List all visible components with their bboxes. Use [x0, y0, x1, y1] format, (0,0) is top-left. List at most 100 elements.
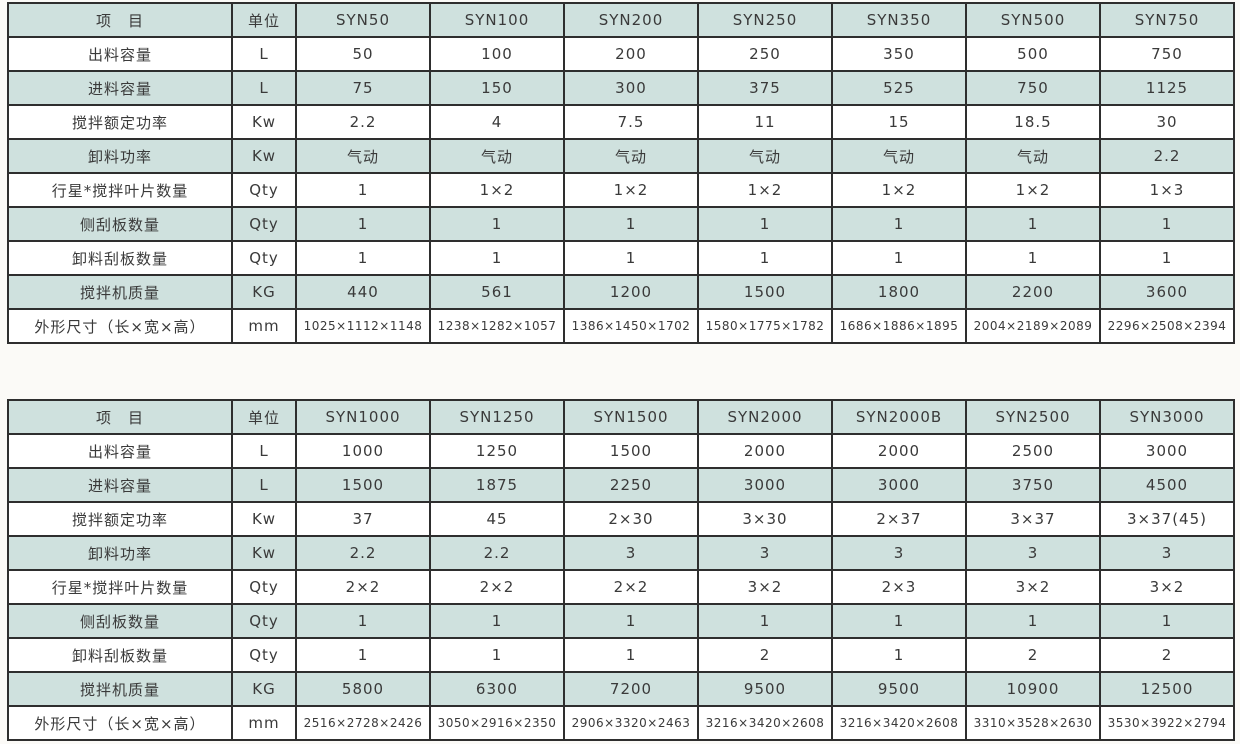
- value-cell: 10900: [965, 671, 1101, 707]
- value-cell: 1: [1099, 206, 1235, 242]
- value-cell: 1: [965, 603, 1101, 639]
- value-cell: 5800: [295, 671, 431, 707]
- value-cell: 375: [697, 70, 833, 106]
- unit-cell: Kw: [231, 104, 297, 140]
- value-cell: 1500: [563, 433, 699, 469]
- column-header-model: SYN750: [1099, 2, 1235, 38]
- table-row: 行星*搅拌叶片数量 Qty 1 1×2 1×2 1×2 1×2 1×2 1×3: [7, 172, 1235, 208]
- value-cell: 18.5: [965, 104, 1101, 140]
- value-cell: 1: [965, 240, 1101, 276]
- unit-cell: L: [231, 467, 297, 503]
- value-cell: 1×2: [965, 172, 1101, 208]
- value-cell: 2.2: [1099, 138, 1235, 174]
- table-row: 行星*搅拌叶片数量 Qty 2×2 2×2 2×2 3×2 2×3 3×2 3×2: [7, 569, 1235, 605]
- value-cell: 1: [1099, 603, 1235, 639]
- table-row: 搅拌机质量 KG 440 561 1200 1500 1800 2200 3600: [7, 274, 1235, 310]
- unit-cell: mm: [231, 308, 297, 344]
- value-cell: 1: [295, 603, 431, 639]
- value-cell: 45: [429, 501, 565, 537]
- value-cell: 37: [295, 501, 431, 537]
- row-label: 搅拌额定功率: [7, 501, 233, 537]
- value-cell: 3×30: [697, 501, 833, 537]
- value-cell: 200: [563, 36, 699, 72]
- value-cell: 750: [965, 70, 1101, 106]
- column-header-model: SYN100: [429, 2, 565, 38]
- value-cell: 1: [295, 172, 431, 208]
- value-cell: 1: [831, 240, 967, 276]
- value-cell: 7.5: [563, 104, 699, 140]
- row-label: 外形尺寸（长×宽×高）: [7, 705, 233, 741]
- unit-cell: mm: [231, 705, 297, 741]
- value-cell: 1: [965, 206, 1101, 242]
- unit-cell: Qty: [231, 637, 297, 673]
- unit-cell: KG: [231, 274, 297, 310]
- row-label: 搅拌机质量: [7, 274, 233, 310]
- value-cell: 9500: [697, 671, 833, 707]
- value-cell: 75: [295, 70, 431, 106]
- value-cell: 2296×2508×2394: [1099, 308, 1235, 344]
- row-label: 卸料功率: [7, 535, 233, 571]
- value-cell: 15: [831, 104, 967, 140]
- value-cell: 2906×3320×2463: [563, 705, 699, 741]
- value-cell: 2250: [563, 467, 699, 503]
- unit-cell: Qty: [231, 172, 297, 208]
- value-cell: 1875: [429, 467, 565, 503]
- unit-cell: Kw: [231, 535, 297, 571]
- value-cell: 1250: [429, 433, 565, 469]
- value-cell: 1: [295, 240, 431, 276]
- value-cell: 2004×2189×2089: [965, 308, 1101, 344]
- column-header-model: SYN2000B: [831, 399, 967, 435]
- value-cell: 气动: [697, 138, 833, 174]
- table-row: 外形尺寸（长×宽×高） mm 1025×1112×1148 1238×1282×105…: [7, 308, 1235, 344]
- value-cell: 3×2: [1099, 569, 1235, 605]
- column-header-model: SYN3000: [1099, 399, 1235, 435]
- column-header-model: SYN500: [965, 2, 1101, 38]
- unit-cell: L: [231, 433, 297, 469]
- column-header-model: SYN50: [295, 2, 431, 38]
- table-row: 出料容量 L 1000 1250 1500 2000 2000 2500 3000: [7, 433, 1235, 469]
- value-cell: 气动: [965, 138, 1101, 174]
- spec-table-large-models: 项 目单位 SYN1000 SYN1250 SYN1500 SYN2000 SYN2000…: [7, 399, 1235, 741]
- value-cell: 440: [295, 274, 431, 310]
- table-row: 搅拌额定功率 Kw 2.2 4 7.5 11 15 18.5 30: [7, 104, 1235, 140]
- value-cell: 1: [697, 206, 833, 242]
- table-row: 侧刮板数量 Qty 1 1 1 1 1 1 1: [7, 206, 1235, 242]
- value-cell: 3216×3420×2608: [831, 705, 967, 741]
- value-cell: 1: [429, 637, 565, 673]
- value-cell: 3310×3528×2630: [965, 705, 1101, 741]
- value-cell: 1: [295, 206, 431, 242]
- column-header-unit: 单位: [231, 399, 297, 435]
- value-cell: 气动: [295, 138, 431, 174]
- column-header-item: 项 目: [7, 2, 233, 38]
- column-header-model: SYN1250: [429, 399, 565, 435]
- unit-cell: Qty: [231, 206, 297, 242]
- value-cell: 2: [1099, 637, 1235, 673]
- value-cell: 250: [697, 36, 833, 72]
- value-cell: 750: [1099, 36, 1235, 72]
- table-row: 搅拌机质量 KG 5800 6300 7200 9500 9500 10900 12500: [7, 671, 1235, 707]
- table-row: 卸料刮板数量 Qty 1 1 1 1 1 1 1: [7, 240, 1235, 276]
- header-row: 项 目单位 SYN1000 SYN1250 SYN1500 SYN2000 SYN2000…: [7, 399, 1235, 435]
- column-header-model: SYN2500: [965, 399, 1101, 435]
- value-cell: 1: [1099, 240, 1235, 276]
- row-label: 卸料功率: [7, 138, 233, 174]
- value-cell: 2×37: [831, 501, 967, 537]
- value-cell: 1: [563, 637, 699, 673]
- value-cell: 2×2: [295, 569, 431, 605]
- value-cell: 1×2: [697, 172, 833, 208]
- value-cell: 3×2: [697, 569, 833, 605]
- value-cell: 1500: [295, 467, 431, 503]
- table-row: 进料容量 L 1500 1875 2250 3000 3000 3750 4500: [7, 467, 1235, 503]
- value-cell: 2000: [697, 433, 833, 469]
- value-cell: 1125: [1099, 70, 1235, 106]
- value-cell: 1500: [697, 274, 833, 310]
- value-cell: 1: [831, 206, 967, 242]
- unit-cell: Kw: [231, 501, 297, 537]
- value-cell: 6300: [429, 671, 565, 707]
- value-cell: 1: [697, 603, 833, 639]
- value-cell: 3: [1099, 535, 1235, 571]
- row-label: 出料容量: [7, 433, 233, 469]
- row-label: 侧刮板数量: [7, 206, 233, 242]
- unit-cell: L: [231, 70, 297, 106]
